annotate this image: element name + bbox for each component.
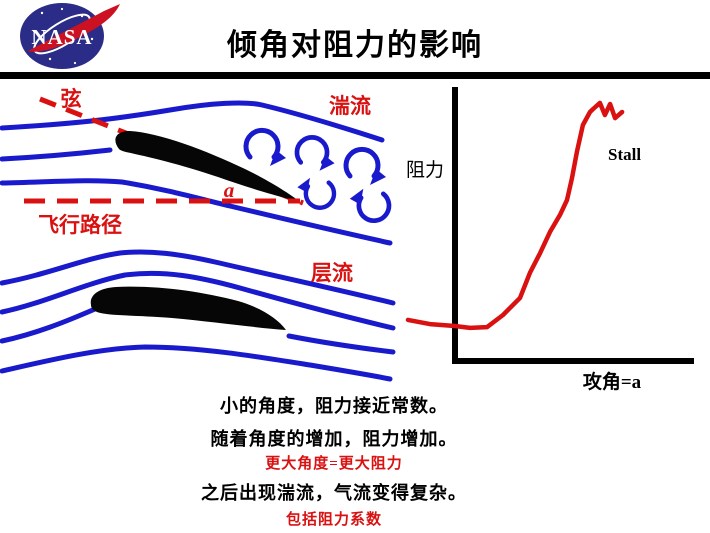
turbulent-flow-scene: 弦 湍流 a 飞行路径 xyxy=(0,87,393,246)
streamline xyxy=(0,249,396,306)
streamline xyxy=(0,270,396,331)
caption-bigger-angle-bigger-drag: 更大角度=更大阻力 xyxy=(265,456,403,472)
vortex-arrow-icon xyxy=(346,149,386,185)
streamline xyxy=(0,147,113,162)
streamline xyxy=(0,344,393,382)
angle-of-attack-label: a xyxy=(224,178,235,202)
chord-label: 弦 xyxy=(61,87,82,111)
y-axis-label: 阻力 xyxy=(406,159,444,181)
page-title: 倾角对阻力的影响 xyxy=(227,29,483,62)
caption-increasing-angle: 随着角度的增加，阻力增加。 xyxy=(210,429,458,449)
airfoil-low-angle xyxy=(90,286,286,330)
streamline xyxy=(286,333,396,355)
vortex-arrow-icon xyxy=(246,130,286,166)
vortex-arrow-icon xyxy=(349,185,392,224)
turbulent-label: 湍流 xyxy=(329,94,371,118)
drag-chart: 阻力 Stall 攻角=a xyxy=(405,87,694,393)
logo-stars xyxy=(32,7,94,65)
vortex-arrow-icon xyxy=(297,137,335,170)
caption-small-angle: 小的角度，阻力接近常数。 xyxy=(220,396,448,416)
stall-label: Stall xyxy=(608,145,641,164)
laminar-flow-scene: 层流 xyxy=(0,249,396,382)
logo-text: NASA xyxy=(31,25,92,49)
airfoil-high-angle xyxy=(115,131,299,201)
x-axis-label: 攻角=a xyxy=(583,370,642,393)
header-divider xyxy=(0,72,710,79)
vortex-arrow-icon xyxy=(296,174,336,211)
streamline xyxy=(0,306,98,344)
flight-path-label: 飞行路径 xyxy=(38,213,122,237)
airflow-and-drag-diagram: 弦 湍流 a 飞行路径 层流 阻力 Stall 攻角=a xyxy=(0,87,694,393)
laminar-label: 层流 xyxy=(311,261,353,285)
logo-swoosh xyxy=(28,4,120,52)
streamline xyxy=(0,178,393,246)
nasa-logo: NASA xyxy=(20,3,120,69)
vortex-arrows xyxy=(246,130,391,224)
streamline xyxy=(0,100,385,143)
drag-curve xyxy=(405,100,625,331)
caption-turbulence-complex: 之后出现湍流，气流变得复杂。 xyxy=(201,483,467,503)
caption-drag-coefficient: 包括阻力系数 xyxy=(285,512,382,528)
